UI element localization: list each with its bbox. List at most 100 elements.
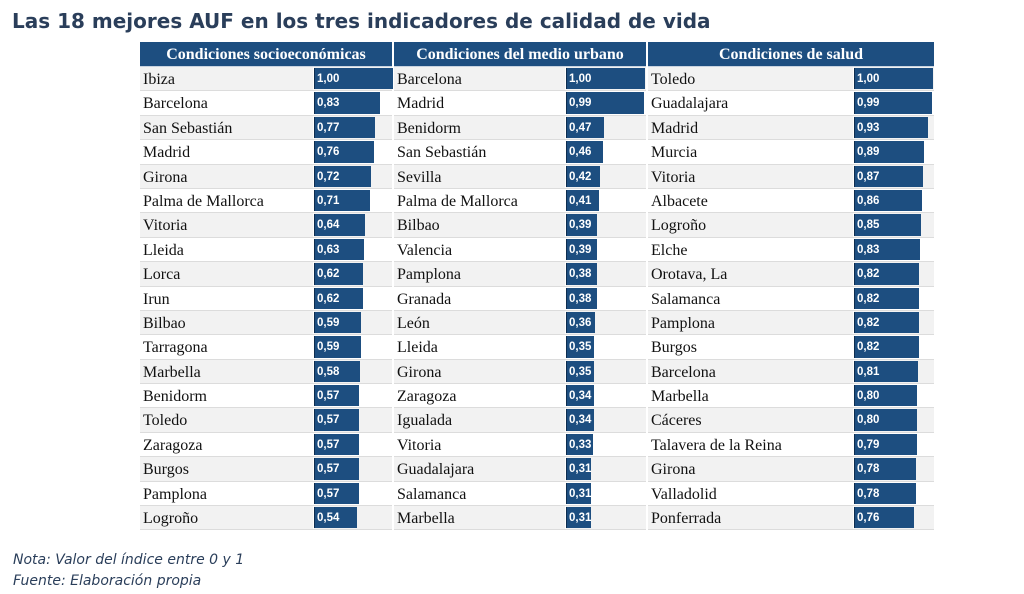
category-label: Vitoria [648,164,853,189]
bar [314,189,370,212]
bar-cell: 0,38 [566,287,646,311]
table-row: Lleida 0,35 [394,335,646,361]
bar-cell: 0,62 [314,262,392,287]
category-label: San Sebastián [140,115,313,141]
bar-cell: 0,82 [854,310,934,336]
bar-value-label: 0,79 [857,438,880,451]
bar [566,68,645,90]
bar [854,507,914,529]
bar-value-label: 0,76 [317,146,340,159]
bar [854,263,919,285]
bar-cell: 0,57 [314,457,392,482]
bar [566,336,594,358]
bar [566,92,644,114]
bar-value-label: 0,82 [857,341,880,354]
bar-value-label: 0,77 [317,121,340,134]
category-label: Salamanca [397,485,467,503]
bar [566,385,594,407]
bar [566,458,591,480]
category-label: Girona [140,164,313,189]
bar-value-label: 0,31 [569,463,592,476]
table-row: Zaragoza 0,34 [394,384,646,409]
bar [566,165,600,187]
bar-cell: 0,57 [314,482,392,506]
category-label: Lleida [143,241,184,259]
category-label: Bilbao [394,213,565,238]
bar-value-label: 0,35 [569,341,592,354]
bar [854,214,921,236]
table-row: Pamplona 0,82 [648,310,934,336]
bar-value-label: 0,99 [857,97,880,110]
bar [566,287,597,309]
bar-value-label: 0,41 [569,194,592,207]
bar [854,409,917,431]
bar-value-label: 0,80 [857,414,880,427]
table-row: Burgos 0,82 [648,335,934,361]
category-label: Valencia [397,241,453,259]
table-row: Girona 0,35 [394,359,646,385]
category-label: Ibiza [140,67,313,92]
bar-cell: 0,35 [566,335,646,359]
bar-cell: 0,78 [854,482,934,506]
bar [314,92,380,114]
bar-value-label: 0,58 [317,365,340,378]
bar-value-label: 0,33 [569,438,592,451]
bar [314,238,364,261]
bar-value-label: 0,83 [317,97,340,110]
table-row: Elche 0,83 [648,238,934,263]
group-health: Condiciones de salud Toledo 1,00 Guadalaja… [648,42,934,531]
bar-cell: 0,87 [854,164,934,189]
bar-value-label: 0,78 [857,487,880,500]
bar-value-label: 1,00 [857,73,880,85]
table-row: Barcelona 1,00 [394,67,646,92]
bar [854,92,932,114]
category-label: Sevilla [394,164,565,189]
bar-cell: 0,47 [566,115,646,141]
category-label: Barcelona [648,359,853,385]
group-urban: Condiciones del medio urbano Barcelona 1,… [394,42,646,531]
bar-value-label: 0,34 [569,414,592,427]
bar-value-label: 0,54 [317,512,340,525]
bar [314,214,365,236]
category-label: Burgos [140,457,313,482]
category-label: Logroño [140,506,313,531]
bar-value-label: 0,57 [317,438,340,451]
bar-value-label: 0,83 [857,243,880,256]
bar-value-label: 0,34 [569,390,592,403]
bar-cell: 1,00 [566,67,646,92]
source-text: Fuente: Elaboración propia [13,573,202,589]
bar [854,165,923,187]
category-label: Vitoria [397,436,442,454]
bar-value-label: 0,46 [569,146,592,159]
bar-cell: 0,35 [566,359,646,385]
table-row: Ibiza 1,00 [140,67,393,92]
bar-cell: 0,86 [854,189,934,213]
bar [566,116,604,139]
bar-cell: 0,39 [566,238,646,262]
bar [566,214,597,236]
bar-cell: 0,89 [854,140,934,164]
table-row: Igualada 0,34 [394,408,646,434]
table-row: León 0,36 [394,310,646,336]
bar [854,482,916,505]
bar [854,336,919,358]
table-row: San Sebastián 0,77 [140,115,392,141]
bar-cell: 0,80 [854,384,934,408]
category-label: Logroño [648,213,853,238]
table-row: Palma de Mallorca 0,71 [140,189,392,214]
bar-cell: 1,00 [314,67,393,92]
table-row: Pamplona 0,38 [394,262,646,287]
bar [314,141,374,163]
bar-cell: 0,33 [566,433,646,457]
category-label: Marbella [651,388,709,406]
category-label: Talavera de la Reina [651,436,782,454]
bar-cell: 0,81 [854,359,934,385]
bar [854,141,924,163]
table-row: Vitoria 0,87 [648,164,934,190]
category-label: Barcelona [394,67,565,92]
table-row: Vitoria 0,64 [140,213,392,239]
bar-value-label: 0,78 [857,463,880,476]
table-row: Benidorm 0,57 [140,384,392,409]
bar [314,116,375,139]
bar-cell: 0,79 [854,433,934,457]
